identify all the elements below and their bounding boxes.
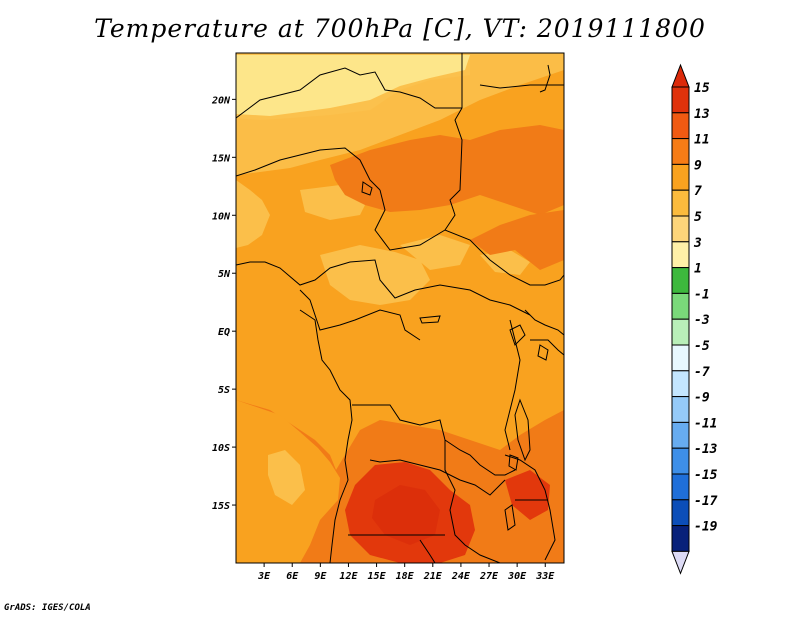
temperature-field (236, 53, 564, 563)
colorbar-swatch (671, 421, 690, 449)
colorbar-swatch (671, 267, 690, 294)
lon-tick-label: 33E (535, 571, 555, 582)
colorbar-swatch (671, 396, 690, 423)
colorbar-label: 3 (693, 236, 702, 251)
lat-tick-label: 5S (218, 385, 230, 396)
field-7-9-region (268, 450, 305, 505)
colorbar-label: 11 (694, 133, 710, 148)
colorbar-label: 5 (694, 210, 702, 225)
colorbar-label: 13 (694, 107, 710, 122)
field-7-9-region (236, 180, 270, 248)
lon-tick-label: 6E (286, 571, 299, 582)
lon-tick-label: 30E (507, 571, 527, 582)
lake-outlines (361, 181, 549, 531)
colorbar-swatch (671, 241, 690, 269)
field-5-7-region (236, 55, 470, 116)
colorbar-bottom-arrow (671, 550, 690, 575)
longitude-axis: 3E 6E 9E 12E 15E 18E 21E 24E 27E 30E 33E (257, 563, 555, 582)
map-title: Temperature at 700hPa [C], VT: 201911180… (94, 14, 706, 43)
colorbar-label: -13 (694, 442, 718, 457)
colorbar-swatch (671, 525, 690, 552)
lon-tick-label: 27E (479, 571, 499, 582)
colorbar-top-arrow (671, 63, 690, 88)
field-13-15-region (372, 485, 440, 545)
colorbar-swatch (671, 292, 690, 320)
colorbar-label: -19 (694, 520, 718, 535)
lon-tick-label: 21E (423, 571, 443, 582)
colorbar-label: -17 (694, 494, 718, 509)
colorbar-swatch (671, 344, 690, 372)
lat-tick-label: 15S (212, 501, 230, 512)
colorbar-swatch (671, 318, 690, 346)
colorbar-swatch (671, 215, 690, 243)
colorbar-label: -5 (694, 339, 710, 354)
colorbar-swatch (671, 163, 690, 191)
lon-tick-label: 15E (368, 571, 387, 582)
country-borders (236, 53, 564, 563)
field-7-9-region (320, 245, 430, 305)
colorbar-swatch (671, 447, 690, 475)
field-11-13-region (330, 125, 564, 215)
colorbar-swatch (671, 473, 690, 501)
colorbar-label: -1 (694, 287, 710, 302)
field-11-13-region (470, 210, 564, 270)
colorbar-label: -9 (694, 391, 710, 406)
lat-tick-label: 15N (212, 153, 231, 164)
colorbar-swatch (671, 112, 690, 140)
colorbar-label: 7 (694, 184, 702, 199)
colorbar-label: 15 (694, 81, 710, 96)
lon-tick-label: 12E (339, 571, 358, 582)
lat-tick-label: 20N (211, 95, 231, 106)
lon-tick-label: 3E (257, 571, 271, 582)
lon-tick-label: 9E (314, 571, 327, 582)
software-credit: GrADS: IGES/COLA (4, 603, 91, 613)
lat-tick-label: 10N (212, 211, 231, 222)
colorbar-label: 9 (694, 158, 702, 173)
colorbar-swatch (671, 86, 690, 114)
colorbar-swatch (671, 138, 690, 165)
map-frame (235, 52, 565, 564)
colorbar-label: -7 (694, 365, 710, 380)
field-13-15-region (505, 470, 550, 520)
lat-tick-label: 10S (212, 443, 230, 454)
colorbar-label: -15 (694, 468, 718, 483)
colorbar-label: 1 (694, 262, 702, 277)
latitude-axis: 20N 15N 10N 5N EQ 5S 10S 15S (211, 95, 236, 512)
lon-tick-label: 24E (451, 571, 471, 582)
colorbar-swatch (671, 499, 690, 527)
colorbar-swatch (671, 189, 690, 217)
field-7-9-region (480, 250, 530, 275)
colorbar-swatch (671, 370, 690, 398)
lon-tick-label: 18E (396, 571, 415, 582)
colorbar-label: -11 (694, 416, 717, 431)
field-7-9-region (400, 235, 470, 270)
colorbar-label: -3 (694, 313, 710, 328)
colorbar: 15 13 11 9 7 5 3 1 -1 -3 -5 -7 -9 -11 -13 -15 -17 -19 (671, 63, 718, 575)
lat-tick-label: 5N (218, 269, 231, 280)
lat-tick-label: EQ (218, 327, 230, 338)
